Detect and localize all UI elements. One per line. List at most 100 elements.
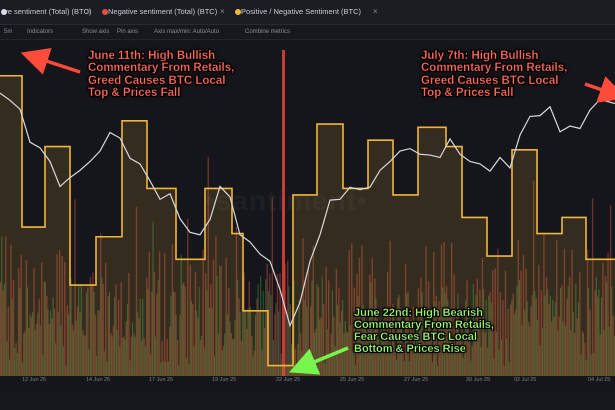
indicators-button[interactable]: Indicators <box>27 29 54 35</box>
positive-sentiment-bar <box>572 312 574 376</box>
negative-sentiment-bar <box>120 282 122 376</box>
positive-sentiment-bar <box>265 278 267 376</box>
negative-sentiment-bar <box>481 257 484 376</box>
positive-series-dot-icon <box>1 9 7 15</box>
negative-sentiment-bar <box>591 198 594 376</box>
positive-sentiment-bar <box>324 363 326 376</box>
positive-sentiment-bar <box>526 301 528 376</box>
negative-sentiment-bar <box>202 249 204 376</box>
close-icon[interactable]: × <box>373 7 378 16</box>
negative-sentiment-bar <box>10 244 12 376</box>
negative-sentiment-bar <box>61 255 63 376</box>
positive-sentiment-bar <box>80 285 82 376</box>
positive-sentiment-bar <box>426 333 428 376</box>
positive-sentiment-bar <box>14 347 16 376</box>
tab-positive-negative-sentiment[interactable]: Positive / Negative Sentiment (BTC) <box>235 5 361 19</box>
positive-sentiment-bar <box>34 330 36 376</box>
positive-sentiment-bar <box>403 361 405 376</box>
annotation-july-7: July 7th: High Bullish Commentary From R… <box>421 50 568 100</box>
negative-sentiment-bar <box>358 257 361 376</box>
close-icon[interactable]: × <box>86 7 91 16</box>
positive-sentiment-bar <box>447 299 449 376</box>
positive-sentiment-bar <box>475 294 477 376</box>
negative-sentiment-bar <box>604 275 607 376</box>
negative-sentiment-bar <box>502 300 504 376</box>
positive-sentiment-bar <box>185 358 187 376</box>
positive-sentiment-bar <box>196 310 198 376</box>
positive-sentiment-bar <box>93 291 95 376</box>
close-icon[interactable]: × <box>220 7 225 16</box>
negative-sentiment-bar <box>66 305 69 376</box>
positive-sentiment-bar <box>167 361 169 376</box>
negative-sentiment-bar <box>456 316 458 376</box>
positive-sentiment-bar <box>611 286 613 376</box>
negative-sentiment-bar <box>458 339 461 376</box>
negative-sentiment-bar <box>117 299 120 376</box>
negative-sentiment-bar <box>2 290 4 376</box>
negative-sentiment-bar <box>35 323 38 376</box>
negative-sentiment-bar <box>533 180 535 376</box>
positive-sentiment-bar <box>211 308 213 376</box>
annotation-june-22: June 22nd: High Bearish Commentary From … <box>354 307 494 355</box>
tab-positive-sentiment[interactable]: ve sentiment (Total) (BTC) <box>1 5 92 19</box>
positive-sentiment-bar <box>467 321 469 376</box>
positive-sentiment-bar <box>39 325 41 376</box>
positive-sentiment-bar <box>260 276 262 376</box>
negative-sentiment-bar <box>563 248 566 376</box>
x-tick-label: 02 Jul 25 <box>514 377 537 383</box>
negative-sentiment-bar <box>207 156 209 376</box>
positive-sentiment-bar <box>226 313 228 376</box>
combine-metrics-button[interactable]: Combine metrics <box>245 29 291 35</box>
negative-sentiment-bar <box>574 332 576 376</box>
negative-sentiment-bar <box>74 199 76 376</box>
negative-sentiment-bar <box>189 264 192 376</box>
negative-sentiment-bar <box>153 271 156 376</box>
positive-sentiment-bar <box>557 330 559 376</box>
show-axis-toggle[interactable]: Show axis <box>82 29 110 35</box>
positive-sentiment-bar <box>98 310 100 376</box>
positive-sentiment-bar <box>239 312 241 376</box>
positive-sentiment-bar <box>567 285 569 376</box>
negative-sentiment-bar <box>279 273 281 376</box>
positive-sentiment-bar <box>316 283 318 376</box>
positive-sentiment-bar <box>472 284 474 376</box>
positive-sentiment-bar <box>370 282 372 376</box>
positive-sentiment-bar <box>149 354 152 376</box>
pin-axis-toggle[interactable]: Pin axis <box>117 29 139 35</box>
interval-selector[interactable]: 5m <box>4 29 13 35</box>
x-tick-label: 25 Jun 25 <box>340 377 365 383</box>
positive-sentiment-bar <box>126 303 128 376</box>
positive-sentiment-bar <box>67 314 70 376</box>
x-tick-label: 17 Jun 25 <box>149 377 174 383</box>
positive-sentiment-bar <box>108 291 111 376</box>
axis-max-min-selector[interactable]: Axis max/min: Auto/Auto <box>154 29 220 35</box>
positive-sentiment-bar <box>539 345 541 376</box>
positive-sentiment-bar <box>457 293 459 376</box>
negative-sentiment-bar <box>602 262 604 376</box>
positive-sentiment-bar <box>439 308 441 376</box>
negative-sentiment-bar <box>520 270 522 376</box>
positive-sentiment-bar <box>349 325 351 376</box>
tab-negative-sentiment[interactable]: Negative sentiment (Total) (BTC) <box>102 5 217 19</box>
negative-sentiment-bar <box>404 264 407 376</box>
ratio-area-fill <box>0 75 615 376</box>
positive-sentiment-bar <box>541 327 544 376</box>
negative-sentiment-bar <box>256 298 258 376</box>
negative-sentiment-bar <box>325 266 327 376</box>
positive-sentiment-bar <box>306 306 308 376</box>
negative-sentiment-bar <box>499 292 502 376</box>
positive-sentiment-bar <box>531 294 533 376</box>
negative-sentiment-bar <box>579 272 581 376</box>
positive-sentiment-bar <box>229 321 231 376</box>
negative-sentiment-bar <box>609 205 612 376</box>
positive-sentiment-bar <box>544 295 546 376</box>
positive-sentiment-bar <box>342 300 344 376</box>
negative-sentiment-bar <box>453 274 455 376</box>
negative-sentiment-bar <box>123 336 125 376</box>
positive-sentiment-bar <box>57 312 59 376</box>
positive-sentiment-bar <box>511 300 513 376</box>
positive-sentiment-bar <box>42 355 44 376</box>
positive-sentiment-bar <box>262 290 264 376</box>
positive-sentiment-bar <box>234 320 236 376</box>
positive-sentiment-bar <box>424 343 426 376</box>
